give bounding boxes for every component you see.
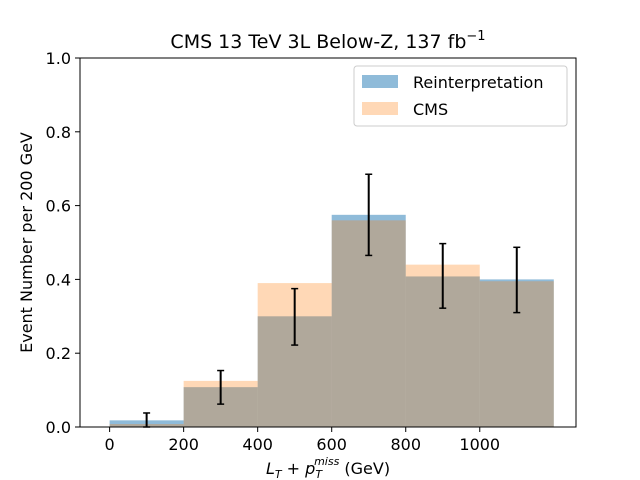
y-tick-label: 0.8 (46, 123, 71, 142)
x-axis-label: LT + pTmiss (GeV) (266, 455, 390, 480)
bars-layer (109, 214, 554, 427)
y-tick-label: 0.2 (46, 344, 71, 363)
legend-box (353, 65, 568, 127)
error-bar-bin-3 (291, 287, 299, 346)
y-axis-ticks: 0.0 0.2 0.4 0.6 0.8 1.0 (46, 49, 80, 437)
legend-label-cms: CMS (413, 100, 448, 119)
chart-title-superscript: −1 (466, 29, 485, 44)
x-tick-label: 600 (316, 435, 347, 454)
error-bar-bin-2 (217, 369, 225, 405)
error-bar-bin-6 (513, 246, 521, 314)
chart-title: CMS 13 TeV 3L Below-Z, 137 fb−1 (170, 29, 485, 53)
legend-swatch-reinterpretation (362, 75, 398, 88)
y-tick-label: 1.0 (46, 49, 71, 68)
error-bar-bin-5 (439, 242, 447, 309)
x-axis-ticks: 0 200 400 600 800 1000 (105, 427, 500, 454)
legend-label-reinterpretation: Reinterpretation (413, 73, 543, 92)
legend: Reinterpretation CMS (353, 65, 568, 127)
plot-frame (79, 57, 577, 428)
x-tick-label: 0 (105, 435, 115, 454)
y-tick-label: 0.0 (46, 418, 71, 437)
x-tick-label: 200 (168, 435, 199, 454)
x-tick-label: 1000 (459, 435, 500, 454)
x-tick-label: 400 (242, 435, 273, 454)
x-tick-label: 800 (390, 435, 421, 454)
y-axis-label: Event Number per 200 GeV (17, 132, 36, 353)
errorbar-layer (143, 173, 521, 428)
y-tick-label: 0.4 (46, 270, 71, 289)
legend-swatch-cms (362, 102, 398, 115)
error-bar-bin-4 (365, 173, 373, 257)
y-tick-label: 0.6 (46, 197, 71, 216)
